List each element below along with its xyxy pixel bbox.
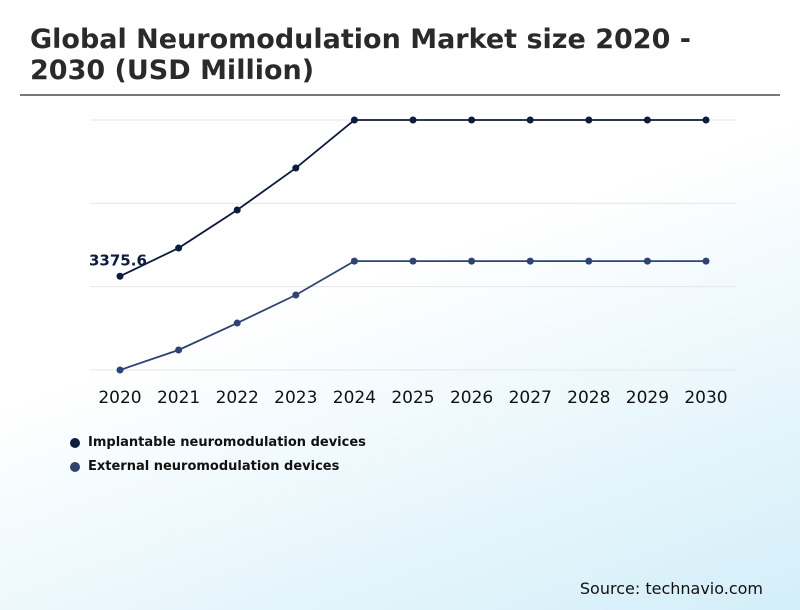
data-point [233,319,241,327]
data-point [702,116,710,124]
data-point [175,346,183,354]
data-point [409,116,417,124]
x-tick-label: 2026 [450,388,493,408]
data-point [292,291,300,299]
data-point [643,116,651,124]
data-point [643,257,651,265]
x-tick-label: 2021 [157,388,200,408]
data-point [350,116,358,124]
data-point [468,116,476,124]
legend-label: Implantable neuromodulation devices [88,435,366,450]
data-label: 3375.6 [89,252,147,270]
x-tick-label: 2028 [567,388,610,408]
data-point [116,366,124,374]
legend-item: Implantable neuromodulation devices [70,435,366,450]
series-line [119,260,706,371]
x-tick-label: 2025 [391,388,434,408]
data-point [292,164,300,172]
data-point [409,257,417,265]
legend-marker [70,461,80,472]
chart-title: Global Neuromodulation Market size 2020 … [30,24,691,86]
title-rule [20,94,780,96]
data-point [175,244,183,252]
legend-label: External neuromodulation devices [88,459,340,474]
legend-marker [70,437,80,448]
data-point [585,257,593,265]
x-tick-label: 2024 [333,388,376,408]
data-point [116,272,124,280]
x-tick-label: 2027 [509,388,552,408]
source-note: Source: technavio.com [579,579,763,598]
x-tick-label: 2020 [98,388,141,408]
data-point [233,206,241,214]
data-point [585,116,593,124]
series-line [119,119,706,278]
legend-item: External neuromodulation devices [70,459,339,474]
x-tick-label: 2023 [274,388,317,408]
data-point [350,257,358,265]
x-tick-label: 2022 [216,388,259,408]
data-point [702,257,710,265]
data-point [468,257,476,265]
data-point [526,116,534,124]
x-tick-label: 2029 [626,388,669,408]
data-point [526,257,534,265]
x-tick-label: 2030 [684,388,727,408]
